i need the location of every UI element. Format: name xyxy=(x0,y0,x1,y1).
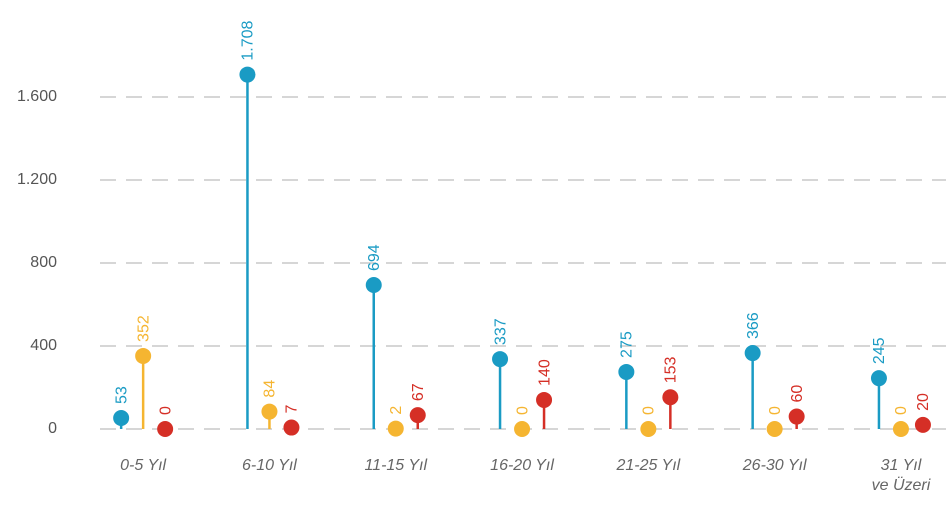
value-label: 153 xyxy=(663,356,680,383)
value-label: 2 xyxy=(388,406,405,415)
value-label: 140 xyxy=(536,359,553,386)
value-label: 60 xyxy=(789,385,806,403)
marker xyxy=(365,276,382,293)
marker xyxy=(261,403,278,420)
marker xyxy=(892,421,909,437)
marker xyxy=(283,419,300,436)
marker xyxy=(788,408,805,425)
value-label: 20 xyxy=(915,393,932,411)
value-label: 366 xyxy=(745,312,762,339)
x-tick-label: 31 Yıl ve Üzeri xyxy=(871,457,931,494)
marker xyxy=(618,363,635,380)
value-label: 0 xyxy=(157,406,174,415)
y-tick-label: 400 xyxy=(30,337,57,354)
x-tick-label: 21-25 Yıl xyxy=(616,457,681,474)
x-tick-label: 11-15 Yıl xyxy=(364,457,428,474)
x-tick-label: 16-20 Yıl xyxy=(490,457,554,474)
x-tick-label: 26-30 Yıl xyxy=(742,457,807,474)
value-label: 53 xyxy=(113,386,130,404)
marker xyxy=(766,421,783,437)
y-tick-label: 800 xyxy=(30,254,57,271)
marker xyxy=(744,345,761,362)
marker xyxy=(409,407,426,424)
marker xyxy=(239,66,256,83)
value-label: 0 xyxy=(641,406,658,415)
marker xyxy=(662,389,679,406)
value-label: 0 xyxy=(514,406,531,415)
value-label: 694 xyxy=(366,244,383,271)
marker xyxy=(157,421,174,437)
marker xyxy=(492,351,509,368)
value-label: 7 xyxy=(284,405,301,414)
marker xyxy=(536,391,553,408)
value-label: 337 xyxy=(492,318,509,345)
value-label: 67 xyxy=(410,383,427,401)
value-label: 275 xyxy=(619,331,636,358)
y-tick-label: 0 xyxy=(48,420,57,437)
value-label: 84 xyxy=(262,380,279,398)
marker xyxy=(870,370,887,387)
x-tick-label: 6-10 Yıl xyxy=(242,457,297,474)
value-label: 0 xyxy=(767,406,784,415)
marker xyxy=(113,410,130,427)
x-tick-label: 0-5 Yıl xyxy=(120,457,167,474)
value-label: 1.708 xyxy=(240,20,257,60)
y-tick-label: 1.600 xyxy=(17,88,57,105)
marker xyxy=(387,420,404,437)
value-label: 352 xyxy=(135,315,152,342)
marker xyxy=(914,416,931,433)
y-tick-label: 1.200 xyxy=(17,171,57,188)
value-label: 0 xyxy=(893,406,910,415)
marker xyxy=(640,421,657,437)
marker xyxy=(135,347,152,364)
value-label: 245 xyxy=(871,337,888,364)
marker xyxy=(514,421,531,437)
